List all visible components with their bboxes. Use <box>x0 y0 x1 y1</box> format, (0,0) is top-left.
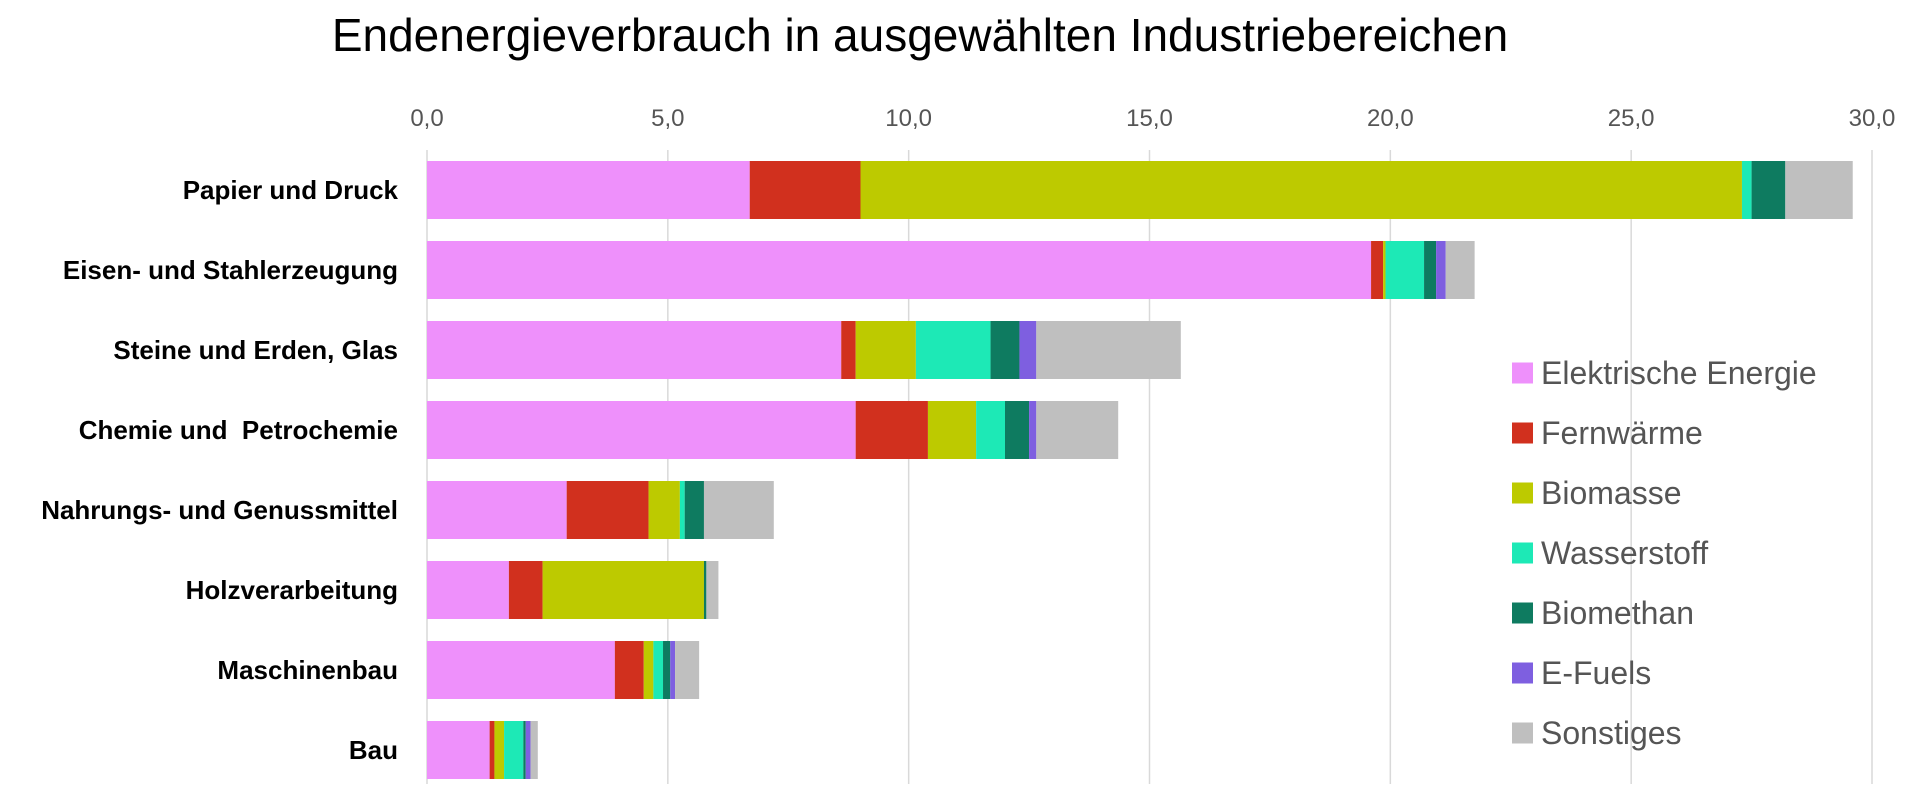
bar-segment <box>915 321 991 379</box>
legend: Elektrische Energie Fernwärme Biomasse Wass… <box>1512 355 1817 751</box>
bar-segment <box>523 721 526 779</box>
bar-segment <box>855 401 928 459</box>
bar-segment <box>427 641 615 699</box>
category-label: Holzverarbeitung <box>186 575 398 605</box>
x-axis-ticks: 0,0 5,0 10,0 15,0 20,0 25,0 30,0 <box>410 105 1895 132</box>
legend-swatch <box>1512 482 1533 504</box>
chart-title: Endenergieverbrauch in ausgewählten Indu… <box>331 9 1509 61</box>
bar-segment <box>990 321 1020 379</box>
bar-segment <box>1785 161 1853 219</box>
bar-segment <box>675 641 700 699</box>
bar-segment <box>1036 321 1181 379</box>
bar-segment <box>1436 241 1446 299</box>
bar-segment <box>427 401 856 459</box>
x-tick-label: 25,0 <box>1608 105 1655 132</box>
bar-segment <box>1385 241 1425 299</box>
bar-segment <box>653 641 664 699</box>
bar-segment <box>706 561 719 619</box>
bar-segment <box>976 401 1005 459</box>
category-label: Chemie und Petrochemie <box>79 415 398 445</box>
bar-segment <box>703 481 774 539</box>
bar-segment <box>504 721 524 779</box>
legend-label: Biomethan <box>1541 595 1694 631</box>
bar-segment <box>427 161 750 219</box>
bar-segment <box>648 481 680 539</box>
bar-segment <box>542 561 704 619</box>
bar-segment <box>1371 241 1384 299</box>
legend-swatch <box>1512 722 1533 744</box>
bar-segment <box>679 481 685 539</box>
bar-segment <box>684 481 704 539</box>
bar-segment <box>1029 401 1037 459</box>
legend-swatch <box>1512 662 1533 684</box>
legend-label: Biomasse <box>1541 475 1682 511</box>
category-label: Papier und Druck <box>183 175 399 205</box>
bar-segment <box>494 721 505 779</box>
bar-segment <box>860 161 1742 219</box>
x-tick-label: 0,0 <box>410 105 443 132</box>
bar-segment <box>703 561 707 619</box>
bar-segment <box>489 721 495 779</box>
bar-segment <box>1424 241 1437 299</box>
bar-segment <box>1741 161 1752 219</box>
bar-segment <box>1019 321 1037 379</box>
legend-swatch <box>1512 542 1533 564</box>
bar-segment <box>427 481 567 539</box>
legend-swatch <box>1512 362 1533 384</box>
category-label: Steine und Erden, Glas <box>113 335 398 365</box>
category-labels: Papier und Druck Eisen- und Stahlerzeugun… <box>41 175 398 765</box>
x-tick-label: 20,0 <box>1367 105 1414 132</box>
bar-segment <box>530 721 538 779</box>
bar-segment <box>614 641 644 699</box>
bar-segment <box>427 561 509 619</box>
bar-segment <box>427 321 842 379</box>
legend-label: Wasserstoff <box>1541 535 1708 571</box>
bar-segment <box>663 641 671 699</box>
category-label: Eisen- und Stahlerzeugung <box>63 255 398 285</box>
legend-swatch <box>1512 602 1533 624</box>
bar-segment <box>670 641 676 699</box>
bar-segment <box>1005 401 1030 459</box>
legend-label: E-Fuels <box>1541 655 1651 691</box>
bar-segment <box>1383 241 1386 299</box>
legend-swatch <box>1512 422 1533 444</box>
x-tick-label: 10,0 <box>885 105 932 132</box>
x-tick-label: 5,0 <box>651 105 684 132</box>
category-label: Bau <box>349 735 398 765</box>
bar-segment <box>1036 401 1119 459</box>
category-label: Maschinenbau <box>217 655 398 685</box>
bar-segment <box>927 401 977 459</box>
bar-segment <box>1751 161 1786 219</box>
legend-label: Fernwärme <box>1541 415 1703 451</box>
bar-segment <box>841 321 856 379</box>
x-tick-label: 15,0 <box>1126 105 1173 132</box>
legend-label: Sonstiges <box>1541 715 1682 751</box>
bar-segment <box>643 641 654 699</box>
bar-segment <box>525 721 531 779</box>
legend-label: Elektrische Energie <box>1541 355 1817 391</box>
bar-segment <box>427 241 1372 299</box>
x-tick-label: 30,0 <box>1849 105 1896 132</box>
bars <box>427 161 1853 779</box>
bar-segment <box>855 321 916 379</box>
bar-segment <box>427 721 490 779</box>
bar-segment <box>749 161 861 219</box>
bar-segment <box>1445 241 1475 299</box>
bar-segment <box>566 481 649 539</box>
bar-segment <box>508 561 543 619</box>
category-label: Nahrungs- und Genussmittel <box>41 495 398 525</box>
